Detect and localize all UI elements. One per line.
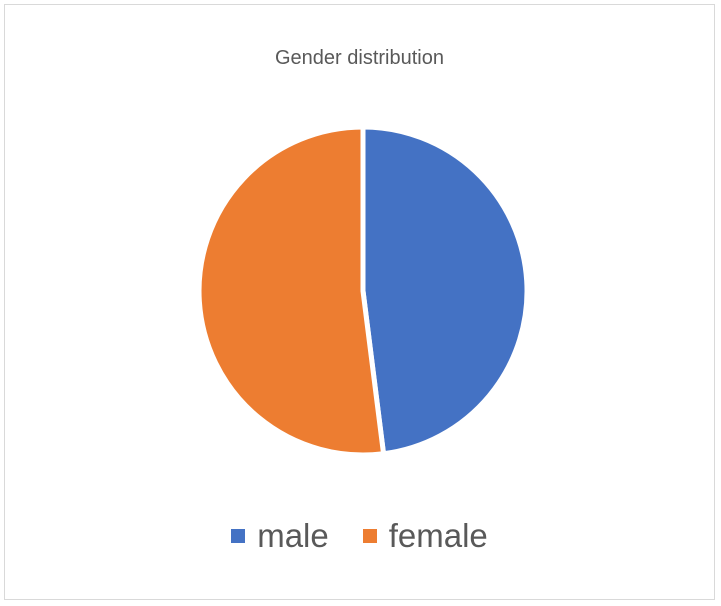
- legend-label-female: female: [388, 517, 488, 554]
- chart-area: Gender distribution male female: [4, 4, 715, 600]
- pie-slice-male: [360, 124, 530, 457]
- chart-title: Gender distribution: [275, 47, 444, 69]
- pie-slice-female: [196, 124, 387, 458]
- pie-chart: [196, 124, 530, 458]
- legend-label-male: male: [257, 517, 329, 554]
- chart-legend: male female: [5, 519, 714, 552]
- legend-item-female: female: [362, 517, 488, 554]
- legend-swatch-male: [231, 528, 246, 543]
- legend-item-male: male: [231, 519, 329, 552]
- legend-swatch-female: [362, 528, 377, 543]
